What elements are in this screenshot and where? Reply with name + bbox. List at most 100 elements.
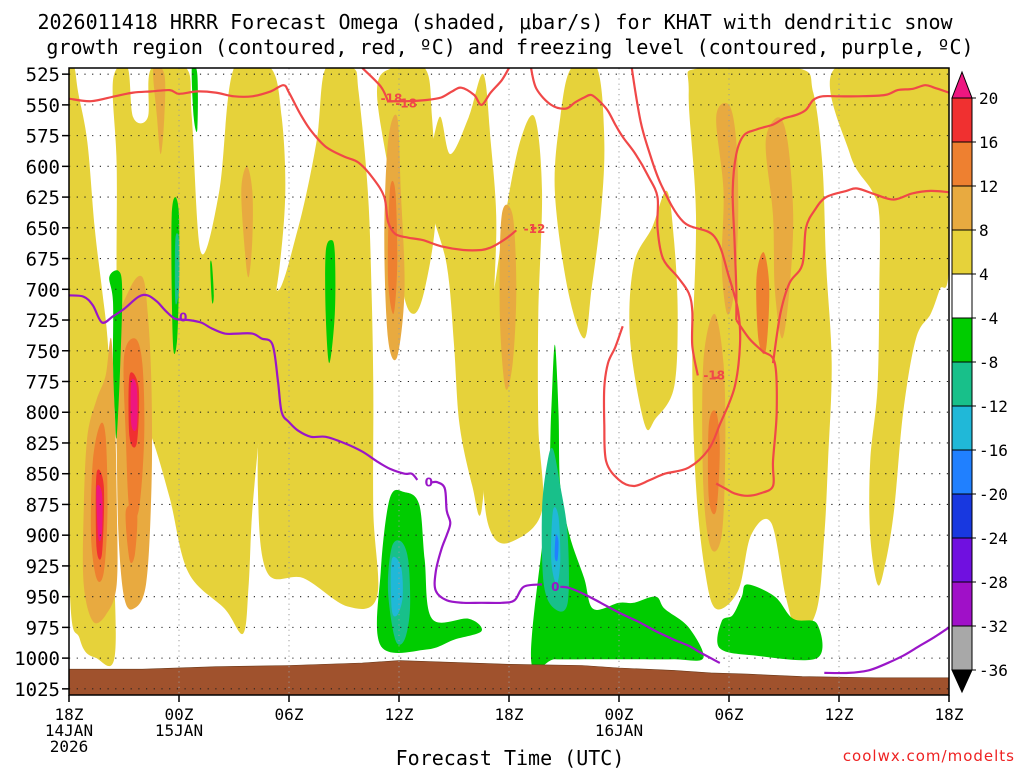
colorbar-box-13	[951, 625, 973, 671]
colorbar-label-11: -28	[979, 573, 1008, 592]
colorbar-box-6	[951, 317, 973, 363]
y-tick-label-975: 975	[26, 617, 60, 639]
y-tick-label-700: 700	[26, 279, 60, 301]
colorbar-label-4: 4	[979, 265, 989, 284]
x-tick-label-4: 18Z	[495, 705, 524, 724]
freezing-contour-3	[824, 626, 949, 675]
y-tick-label-850: 850	[26, 464, 60, 486]
omega-region-42	[554, 534, 559, 562]
omega-region-32	[210, 260, 214, 304]
omega-region-9	[829, 68, 949, 586]
x-tick-label-7: 12Z	[825, 705, 854, 724]
omega-region-24	[756, 252, 770, 355]
x-axis-label: Forecast Time (UTC)	[396, 746, 625, 768]
omega-region-13	[499, 204, 517, 390]
x-tick-sublabel-0-0: 14JAN	[45, 721, 93, 740]
chart-title-line-1: 2026011418 HRRR Forecast Omega (shaded, …	[37, 10, 953, 34]
dgz-contour-label-0: -18	[395, 97, 417, 111]
freezing-contours	[69, 293, 949, 675]
colorbar-box-2	[951, 141, 973, 187]
x-tick-label-3: 12Z	[385, 705, 414, 724]
colorbar-box-7	[951, 361, 973, 407]
omega-region-16	[765, 117, 794, 339]
omega-region-28	[130, 378, 138, 431]
freezing-contour-label-0: 0	[179, 311, 187, 325]
omega-region-33	[325, 240, 336, 364]
colorbar-label-2: 12	[979, 177, 998, 196]
freezing-contour-label-2: 0	[551, 580, 559, 594]
freezing-contour-2	[560, 585, 721, 664]
colorbar-box-3	[951, 185, 973, 231]
freezing-contour-0	[69, 293, 419, 481]
dgz-contour-8	[715, 319, 778, 497]
dgz-contour-0	[69, 84, 518, 252]
omega-region-6	[554, 68, 605, 339]
omega-region-4	[428, 73, 497, 516]
colorbar-bottom-arrow	[951, 669, 973, 694]
dgz-contour-1	[530, 226, 537, 231]
omega-region-17	[241, 166, 253, 278]
omega-region-31	[191, 68, 198, 133]
y-tick-label-750: 750	[26, 341, 60, 363]
dgz-contour-label-1: -12	[524, 222, 546, 236]
omega-region-36	[717, 584, 823, 661]
colorbar-top-arrow	[951, 70, 973, 99]
x-tick-label-8: 18Z	[935, 705, 964, 724]
colorbar-label-12: -32	[979, 617, 1008, 636]
y-tick-label-900: 900	[26, 525, 60, 547]
credit-text: coolwx.com/modelts	[843, 747, 1015, 765]
dgz-contour-10	[731, 84, 949, 321]
y-tick-label-550: 550	[26, 95, 60, 117]
dgz-contour-5	[361, 68, 390, 102]
x-tick-label-6: 06Z	[715, 705, 744, 724]
dgz-contour-2	[387, 68, 510, 106]
dgz-contour-7	[602, 68, 742, 488]
colorbar-label-9: -20	[979, 485, 1008, 504]
colorbar-box-5	[951, 273, 973, 319]
omega-region-2	[248, 68, 379, 609]
y-tick-label-575: 575	[26, 126, 60, 148]
colorbar-label-6: -8	[979, 353, 998, 372]
omega-shading	[69, 68, 949, 671]
colorbar-box-9	[951, 449, 973, 495]
y-tick-label-600: 600	[26, 156, 60, 178]
colorbar-box-11	[951, 537, 973, 583]
colorbar-box-4	[951, 229, 973, 275]
x-tick-sublabel-5-0: 16JAN	[595, 721, 643, 740]
y-tick-label-925: 925	[26, 556, 60, 578]
omega-region-23	[707, 410, 720, 515]
colorbar-box-1	[951, 97, 973, 143]
grid	[69, 68, 949, 695]
y-tick-label-1025: 1025	[14, 679, 60, 701]
colorbar-label-5: -4	[979, 309, 998, 328]
colorbar: 20 16 12 8 4 -4 -8 -12 -16 -20 -24 -28 -32 -36	[951, 70, 1008, 694]
y-tick-label-625: 625	[26, 187, 60, 209]
terrain	[69, 660, 949, 695]
y-axis: 525 550 575 600 625 650 675 700 725 750 775 800 825 8…	[14, 64, 69, 701]
dgz-contours	[69, 68, 949, 497]
x-tick-label-2: 06Z	[275, 705, 304, 724]
x-tick-label-5: 00Z	[605, 705, 634, 724]
omega-region-38	[174, 233, 180, 305]
y-tick-label-1000: 1000	[14, 648, 60, 670]
x-tick-sublabel-0-1: 2026	[50, 737, 89, 756]
colorbar-label-1: 16	[979, 133, 998, 152]
y-tick-label-800: 800	[26, 402, 60, 424]
x-tick-label-1: 00Z	[165, 705, 194, 724]
omega-region-27	[96, 484, 103, 542]
x-tick-label-0: 18Z	[55, 705, 84, 724]
y-tick-label-650: 650	[26, 218, 60, 240]
colorbar-label-13: -36	[979, 661, 1008, 680]
plot-area	[69, 68, 949, 695]
omega-region-22	[387, 180, 398, 315]
colorbar-box-8	[951, 405, 973, 451]
dgz-contour-label-4: -18	[703, 368, 725, 382]
y-tick-label-775: 775	[26, 372, 60, 394]
freezing-contour-1	[431, 480, 543, 605]
y-tick-label-525: 525	[26, 64, 60, 86]
y-tick-label-725: 725	[26, 310, 60, 332]
y-tick-label-950: 950	[26, 587, 60, 609]
dgz-contour-9	[771, 187, 949, 364]
chart-title-line-2: growth region (contoured, red, ºC) and f…	[46, 35, 973, 59]
